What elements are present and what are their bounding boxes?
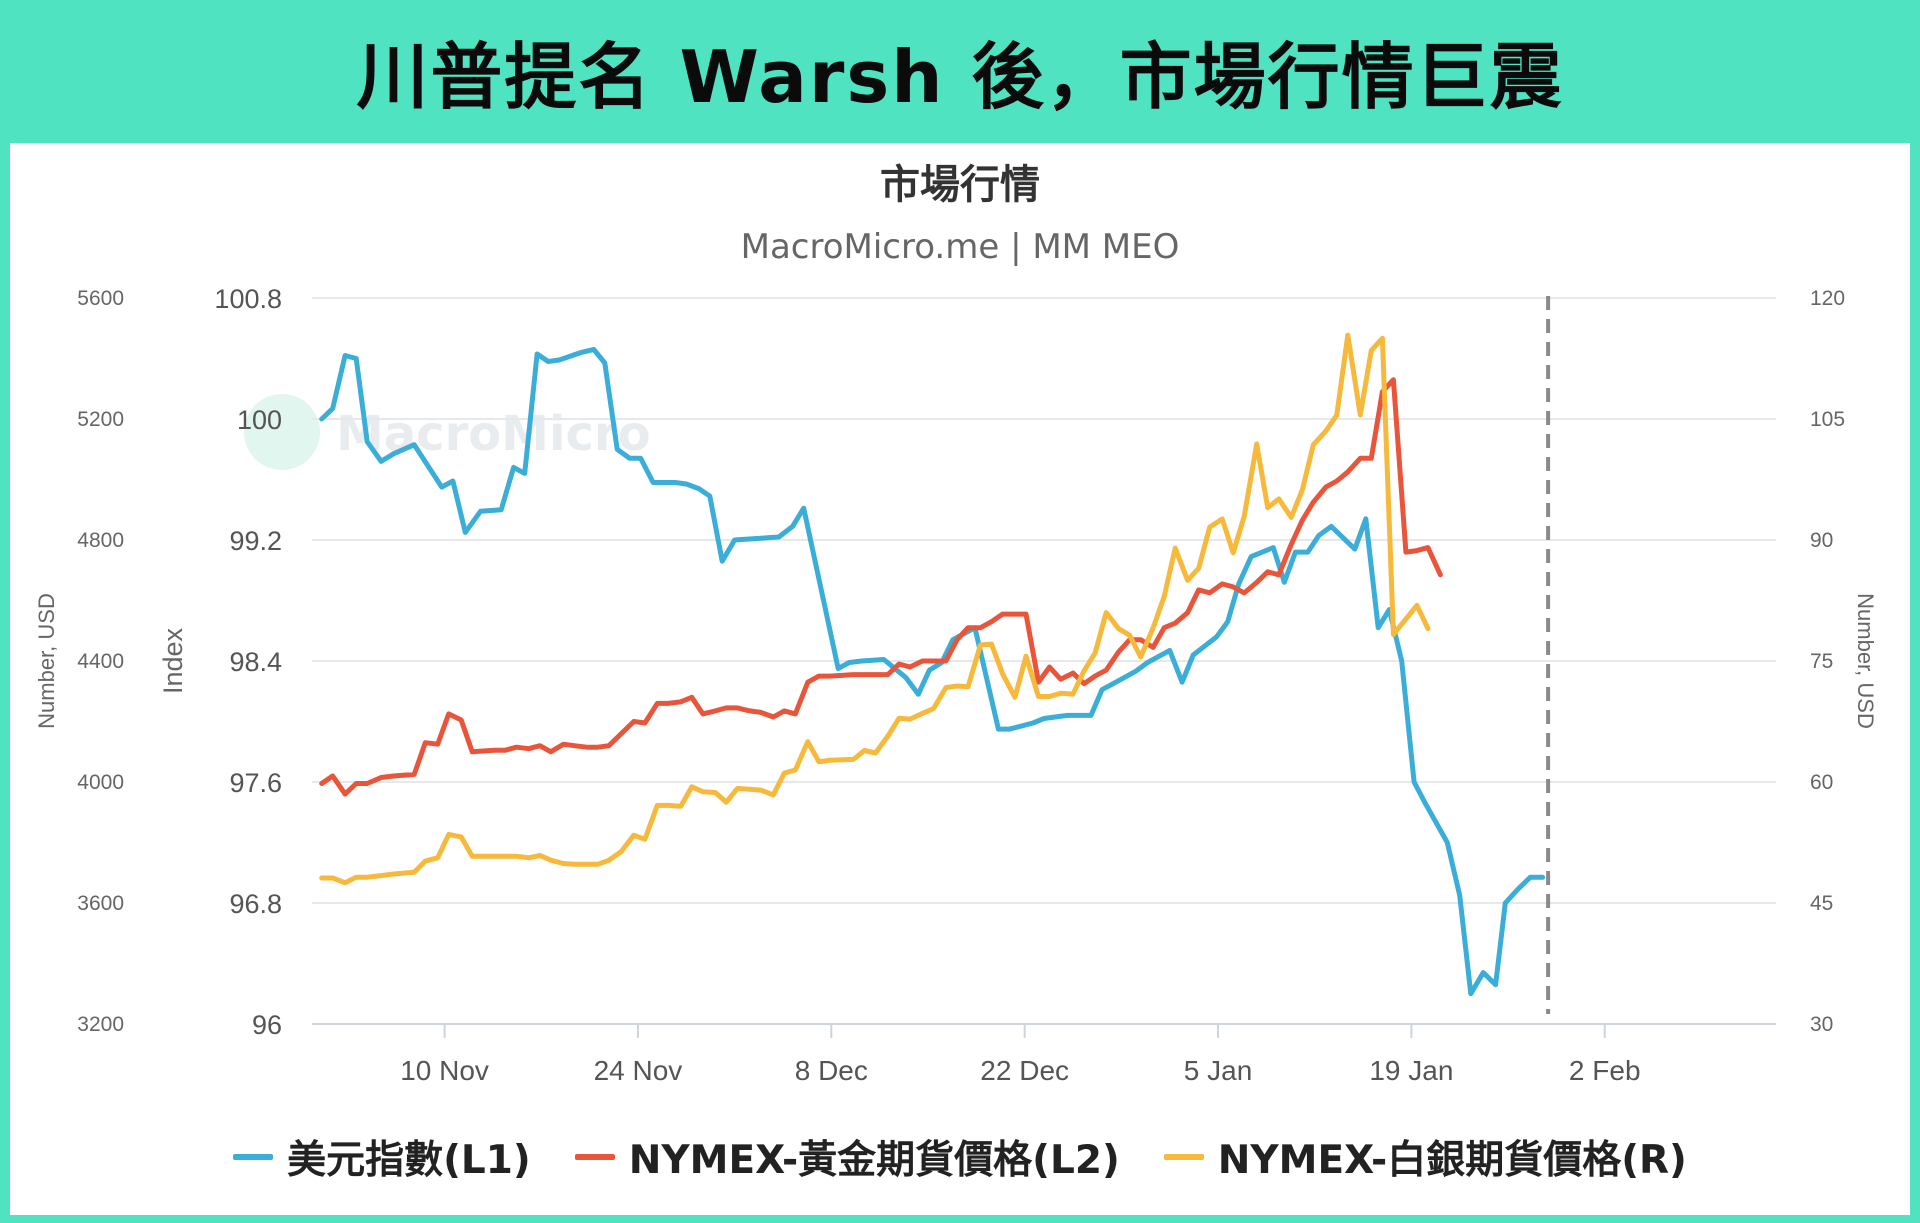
watermark-text: MacroMicro: [336, 406, 651, 462]
right-tick-label: 105: [1810, 408, 1845, 431]
left-inner-tick-label: 100.8: [214, 284, 282, 314]
left-outer-tick-label: 4000: [77, 771, 124, 794]
watermark-logo-icon: [244, 394, 320, 470]
left-inner-tick-label: 99.2: [229, 526, 282, 556]
chart-subtitle: MacroMicro.me | MM MEO: [741, 227, 1180, 267]
right-tick-label: 45: [1810, 892, 1833, 915]
right-axis-label: Number, USD: [1853, 593, 1878, 729]
left-outer-tick-label: 3200: [77, 1013, 124, 1036]
right-tick-label: 120: [1810, 287, 1845, 310]
x-tick-label: 22 Dec: [980, 1055, 1069, 1086]
x-tick-label: 10 Nov: [400, 1055, 489, 1086]
right-tick-label: 60: [1810, 771, 1833, 794]
legend-label-dxy: 美元指數(L1): [287, 1138, 531, 1183]
left-inner-tick-label: 100: [237, 405, 282, 435]
left-outer-tick-label: 4400: [77, 650, 124, 673]
left-outer-tick-label: 5200: [77, 408, 124, 431]
left-outer-tick-label: 3600: [77, 892, 124, 915]
left-outer-axis-label: Number, USD: [34, 593, 59, 729]
legend-swatch-dxy: [233, 1154, 274, 1160]
chart-legend: 美元指數(L1) NYMEX-黃金期貨價格(L2) NYMEX-白銀期貨價格(R…: [0, 1129, 1920, 1185]
left-outer-tick-label: 4800: [77, 529, 124, 552]
left-inner-tick-label: 97.6: [229, 768, 282, 798]
chart-panel: [10, 143, 1910, 1215]
right-tick-label: 30: [1810, 1013, 1833, 1036]
legend-item-dxy[interactable]: 美元指數(L1): [233, 1129, 531, 1185]
left-inner-tick-label: 96: [252, 1010, 282, 1040]
x-tick-label: 5 Jan: [1184, 1055, 1253, 1086]
left-inner-tick-label: 96.8: [229, 889, 282, 919]
legend-swatch-silver: [1163, 1154, 1204, 1160]
x-tick-label: 8 Dec: [795, 1055, 868, 1086]
right-tick-label: 90: [1810, 529, 1833, 552]
gold-series-line: [319, 377, 1443, 797]
left-inner-tick-label: 98.4: [229, 647, 282, 677]
legend-label-silver: NYMEX-白銀期貨價格(R): [1217, 1138, 1687, 1183]
x-tick-label: 24 Nov: [594, 1055, 683, 1086]
x-tick-label: 19 Jan: [1369, 1055, 1453, 1086]
legend-swatch-gold: [574, 1154, 615, 1160]
right-tick-label: 75: [1810, 650, 1833, 673]
chart-title: 市場行情: [880, 162, 1040, 208]
page-title: 川普提名 Warsh 後，市場行情巨震: [356, 34, 1564, 119]
silver-series-line: [319, 332, 1431, 886]
legend-item-silver[interactable]: NYMEX-白銀期貨價格(R): [1163, 1129, 1687, 1185]
x-tick-label: 2 Feb: [1569, 1055, 1641, 1086]
left-inner-axis-label: Index: [158, 627, 188, 694]
legend-label-gold: NYMEX-黃金期貨價格(L2): [628, 1138, 1120, 1183]
legend-item-gold[interactable]: NYMEX-黃金期貨價格(L2): [574, 1129, 1120, 1185]
left-outer-tick-label: 5600: [77, 287, 124, 310]
